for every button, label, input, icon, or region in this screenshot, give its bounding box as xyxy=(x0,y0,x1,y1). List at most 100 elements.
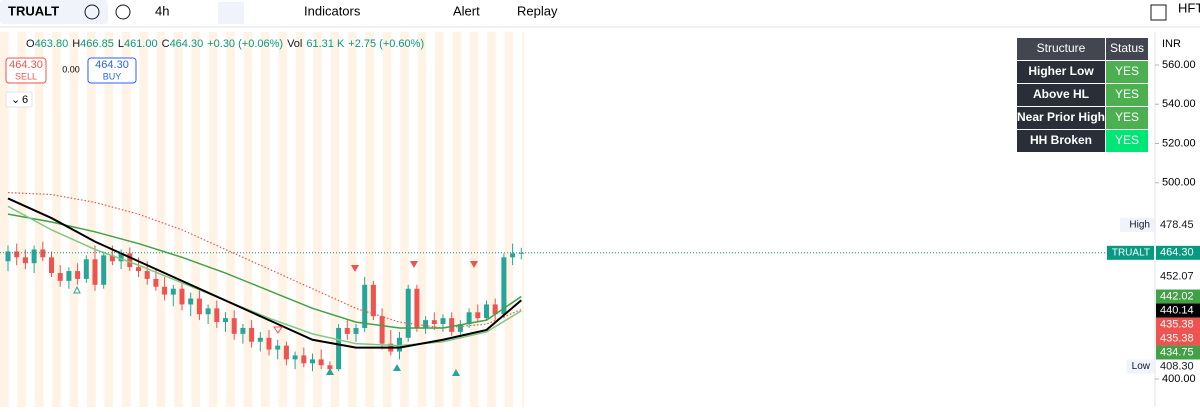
candle-body xyxy=(405,288,411,338)
ohlc: O463.80 H466.85 L461.00 C464.30 +0.30 (+0.06… xyxy=(26,38,424,50)
candle-body xyxy=(196,298,202,315)
chart-type[interactable] xyxy=(218,2,244,24)
candle-body xyxy=(49,257,54,274)
price-label: 478.45 xyxy=(1160,219,1194,231)
candle-body xyxy=(484,304,489,319)
buy-signal xyxy=(393,364,401,371)
candle-body xyxy=(170,288,176,295)
price-label: 408.30 xyxy=(1160,360,1194,372)
candle-body xyxy=(292,355,298,360)
candle-body xyxy=(75,271,81,279)
candle-body xyxy=(275,345,281,350)
candle-body xyxy=(109,255,115,262)
candle-body xyxy=(240,327,246,334)
alert[interactable]: Alert xyxy=(453,3,480,18)
header-text: Status xyxy=(1110,41,1144,55)
candle-body xyxy=(466,312,472,325)
legend-vol: 61.31 K xyxy=(306,38,345,50)
price-label-bg xyxy=(1156,218,1200,233)
price-axis: 400.00 500.00 520.00 540.00 560.00 478.45 High… xyxy=(1107,59,1200,385)
status-table: Structure Status Higher Low YES Above HL YES N… xyxy=(1017,38,1148,152)
add-icon[interactable] xyxy=(115,4,131,20)
replay[interactable]: Replay xyxy=(517,3,558,18)
sell-signal xyxy=(351,265,359,272)
y-tick-label: 520.00 xyxy=(1162,137,1196,149)
icon[interactable] xyxy=(84,4,100,20)
layout-icon[interactable] xyxy=(1150,4,1167,21)
candle-body xyxy=(179,288,185,305)
symbol[interactable]: TRUALT xyxy=(8,3,59,18)
interval[interactable]: 4h xyxy=(155,3,169,18)
moving-average xyxy=(7,205,522,347)
sell-price[interactable]: 464.30 xyxy=(9,59,43,71)
sell-signal xyxy=(273,326,283,334)
candle-body xyxy=(266,337,272,350)
buy-signal xyxy=(452,369,460,376)
candle-body xyxy=(92,259,98,285)
y-tick-label: 500.00 xyxy=(1162,177,1196,189)
price-label-bg xyxy=(1156,303,1200,318)
hft[interactable]: HFT xyxy=(1178,0,1200,15)
spread: 0.00 xyxy=(62,64,80,74)
collapse-button[interactable] xyxy=(5,91,33,108)
price-label-bg xyxy=(1156,289,1200,304)
price-label: 435.38 xyxy=(1160,332,1194,344)
price-label: 464.30 xyxy=(1160,247,1194,259)
candle-body xyxy=(301,355,307,364)
price-label-name-bg xyxy=(1120,218,1154,233)
candle-body xyxy=(231,318,237,334)
legend-l: 461.00 xyxy=(124,38,158,50)
signal-markers xyxy=(73,261,478,376)
buy-button[interactable] xyxy=(87,57,137,84)
y-tick-label: 560.00 xyxy=(1162,59,1196,71)
label-cell xyxy=(1017,107,1105,129)
legend-h: 466.85 xyxy=(80,38,114,50)
buy-signal xyxy=(326,368,334,375)
price-label: 452.07 xyxy=(1160,271,1194,283)
candle-body xyxy=(336,327,342,370)
candle-body xyxy=(257,337,263,342)
candle-body xyxy=(22,257,28,264)
sell-button[interactable] xyxy=(5,57,47,84)
row-label: Above HL xyxy=(1033,87,1089,101)
legend-change: +0.30 (+0.06%) xyxy=(207,38,283,50)
buy-label[interactable]: BUY xyxy=(103,71,122,81)
status-cell xyxy=(1106,130,1148,152)
collapse-arrow[interactable]: ⌄ xyxy=(11,94,20,106)
sell-signal xyxy=(410,261,418,268)
candle-body xyxy=(249,327,255,342)
candle-body xyxy=(510,253,516,258)
candle-body xyxy=(440,318,446,325)
candle-body xyxy=(66,271,72,281)
price-label-bg xyxy=(1156,359,1200,374)
sell-label[interactable]: SELL xyxy=(15,71,37,81)
price-label-name: Low xyxy=(1132,361,1151,372)
candle-body xyxy=(397,337,402,352)
candle-body xyxy=(362,284,368,328)
symbol-box[interactable] xyxy=(0,0,108,24)
label-cell xyxy=(1017,84,1105,106)
header-text: Structure xyxy=(1037,41,1086,55)
candle-body xyxy=(501,257,507,315)
candle-body xyxy=(353,327,359,334)
currency: INR xyxy=(1162,38,1181,50)
row-label: HH Broken xyxy=(1030,133,1092,147)
buy-signal xyxy=(73,285,81,294)
candle-body xyxy=(518,252,524,254)
collapse-count[interactable]: 6 xyxy=(22,94,28,106)
candle-body xyxy=(414,288,420,328)
candle-body xyxy=(344,327,350,334)
price-label-name-bg xyxy=(1107,245,1154,260)
label-cell xyxy=(1017,61,1105,83)
indicators[interactable]: Indicators xyxy=(304,3,361,18)
candle-body xyxy=(214,308,220,323)
legend-o-label: O xyxy=(26,38,35,50)
header-cell xyxy=(1106,38,1148,60)
buy-price[interactable]: 464.30 xyxy=(95,59,129,71)
candle-body xyxy=(223,318,228,323)
price-label-bg xyxy=(1156,345,1200,360)
label-cell xyxy=(1017,130,1105,152)
y-tick-label: 400.00 xyxy=(1162,373,1196,385)
moving-average xyxy=(7,197,522,349)
price-label-bg xyxy=(1156,269,1200,284)
